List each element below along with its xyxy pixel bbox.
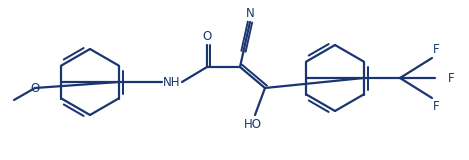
Text: F: F <box>433 43 439 56</box>
Text: O: O <box>30 81 39 95</box>
Text: F: F <box>433 100 439 113</box>
Text: F: F <box>448 72 454 84</box>
Text: O: O <box>203 29 212 43</box>
Text: N: N <box>246 7 254 20</box>
Text: HO: HO <box>244 119 262 132</box>
Text: NH: NH <box>163 76 181 88</box>
